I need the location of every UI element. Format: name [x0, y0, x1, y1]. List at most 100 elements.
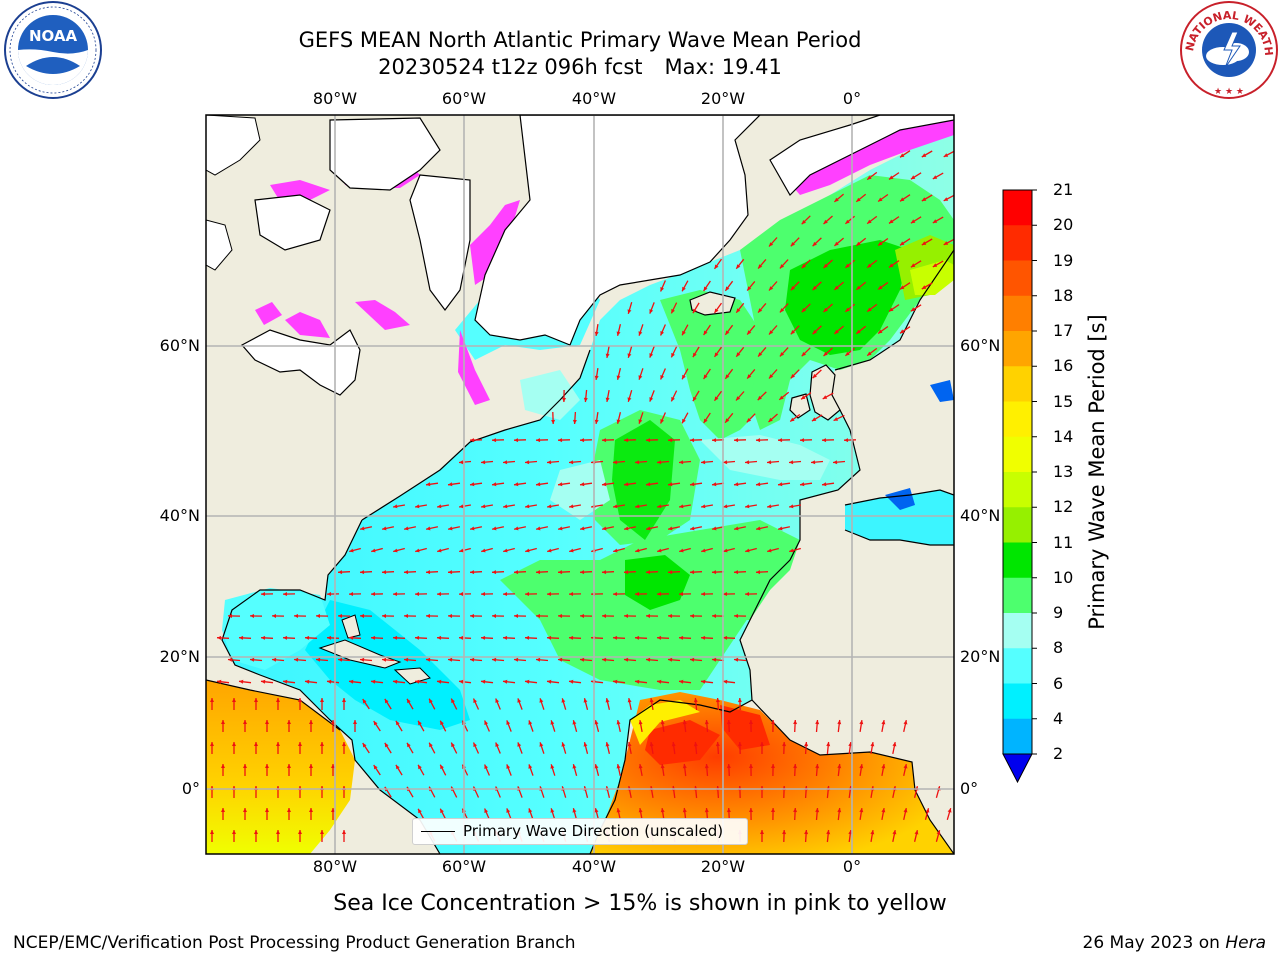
- wave-arrow-head: [514, 482, 519, 487]
- wave-arrow-head: [580, 657, 585, 662]
- wave-arrow-head: [395, 720, 400, 726]
- colorbar-segment: [1003, 613, 1032, 649]
- wave-arrow-head: [616, 808, 621, 813]
- wave-arrow-head: [613, 504, 618, 509]
- wave-arrow-head: [605, 353, 610, 358]
- wave-arrow-head: [826, 742, 831, 747]
- wave-arrow-head: [692, 352, 697, 358]
- wave-arrow-head: [925, 808, 930, 813]
- colorbar-under-extension: [1002, 753, 1033, 784]
- wave-arrow-head: [613, 592, 617, 596]
- wave-arrow-head: [725, 330, 730, 335]
- wave-arrow-head: [287, 808, 291, 812]
- wave-arrow-head: [415, 679, 420, 684]
- wave-arrow-head: [536, 657, 541, 662]
- wave-arrow-head: [723, 504, 728, 509]
- wave-arrow-head: [605, 742, 610, 747]
- wave-arrow-head: [473, 742, 477, 747]
- map-legend: Primary Wave Direction (unscaled): [412, 818, 748, 845]
- wave-arrow-head: [373, 765, 378, 770]
- wave-arrow-head: [624, 526, 629, 531]
- wave-arrow-head: [602, 482, 607, 487]
- wave-arrow-head: [712, 614, 716, 618]
- wave-arrow-head: [757, 395, 762, 401]
- wave-arrow-head: [889, 219, 894, 224]
- wave-arrow-head: [404, 614, 408, 618]
- wave-arrow-head: [723, 635, 728, 640]
- wave-arrow-head: [349, 548, 354, 553]
- wave-arrow-head: [660, 720, 665, 725]
- wave-arrow-head: [539, 742, 544, 747]
- wave-arrow-head: [878, 241, 883, 246]
- wave-arrow-head: [250, 657, 255, 662]
- wave-arrow-head: [649, 397, 654, 402]
- lat-label-right-20n: 20°N: [960, 647, 1001, 666]
- wave-arrow-head: [298, 698, 302, 702]
- wave-arrow-head: [910, 263, 916, 268]
- wave-arrow-head: [528, 720, 533, 725]
- wave-arrow-head: [649, 698, 654, 703]
- wave-arrow-head: [833, 417, 839, 421]
- wave-arrow-head: [834, 285, 839, 290]
- lat-label-right-60n: 60°N: [960, 336, 1001, 355]
- wave-arrow-head: [395, 764, 400, 770]
- wave-arrow-head: [736, 396, 741, 401]
- wave-arrow-head: [822, 482, 827, 487]
- wave-arrow-head: [627, 397, 632, 402]
- wave-arrow-head: [605, 698, 610, 703]
- wave-arrow-head: [635, 548, 640, 553]
- wave-arrow-head: [331, 764, 335, 768]
- wave-arrow-head: [569, 504, 574, 509]
- lat-label-left-0: 0°: [181, 779, 200, 798]
- wave-arrow-head: [878, 197, 883, 202]
- wave-arrow-head: [418, 764, 422, 770]
- wave-arrow-head: [834, 197, 839, 202]
- wave-arrow-head: [756, 482, 761, 487]
- wave-arrow-head: [503, 679, 508, 684]
- wave-arrow-head: [778, 438, 783, 443]
- wave-arrow-head: [572, 808, 577, 813]
- colorbar-tick-label: 11: [1053, 532, 1074, 552]
- wave-arrow-head: [811, 460, 816, 465]
- wave-arrow-head: [580, 614, 584, 618]
- wave-arrow-head: [856, 197, 861, 202]
- wave-arrow-head: [692, 396, 697, 402]
- wave-arrow-head: [525, 679, 530, 684]
- colorbar-tick-label: 8: [1053, 638, 1064, 658]
- wave-arrow-head: [418, 720, 422, 726]
- wave-arrow-head: [703, 418, 708, 423]
- wave-arrow-head: [767, 548, 772, 553]
- wave-arrow-head: [569, 592, 573, 596]
- wave-arrow-head: [316, 614, 320, 618]
- wave-arrow-head: [646, 438, 651, 443]
- wave-arrow-head: [660, 808, 665, 813]
- wave-arrow-head: [459, 504, 464, 509]
- wave-arrow-head: [583, 698, 588, 703]
- wave-arrow-head: [856, 329, 861, 334]
- wave-arrow-head: [723, 679, 728, 684]
- wave-arrow-head: [426, 526, 431, 531]
- wave-arrow-head: [801, 308, 806, 313]
- wave-arrow-head: [723, 548, 728, 553]
- wave-arrow-head: [737, 698, 742, 703]
- wave-arrow-head: [715, 698, 720, 703]
- colorbar-tick-label: 18: [1053, 285, 1074, 305]
- wave-arrow-head: [801, 395, 806, 400]
- wave-arrow-head: [771, 764, 775, 768]
- wave-arrow-head: [712, 482, 717, 487]
- lon-label-bottom-0: 0°: [842, 857, 862, 876]
- wave-arrow-head: [649, 309, 654, 314]
- wave-arrow-head: [793, 764, 798, 769]
- wave-arrow-head: [492, 526, 497, 531]
- max-value: Max: 19.41: [664, 55, 782, 79]
- wave-arrow-head: [569, 635, 574, 640]
- wave-arrow-head: [265, 808, 269, 812]
- wave-arrow-head: [892, 742, 897, 747]
- wave-arrow-head: [217, 679, 222, 684]
- greenland-landmass: [474, 115, 761, 346]
- wave-arrow-head: [756, 438, 761, 443]
- wave-arrow-head: [547, 679, 552, 684]
- wave-arrow-head: [558, 570, 563, 575]
- wave-arrow-head: [561, 742, 566, 747]
- wave-arrow-head: [316, 657, 321, 662]
